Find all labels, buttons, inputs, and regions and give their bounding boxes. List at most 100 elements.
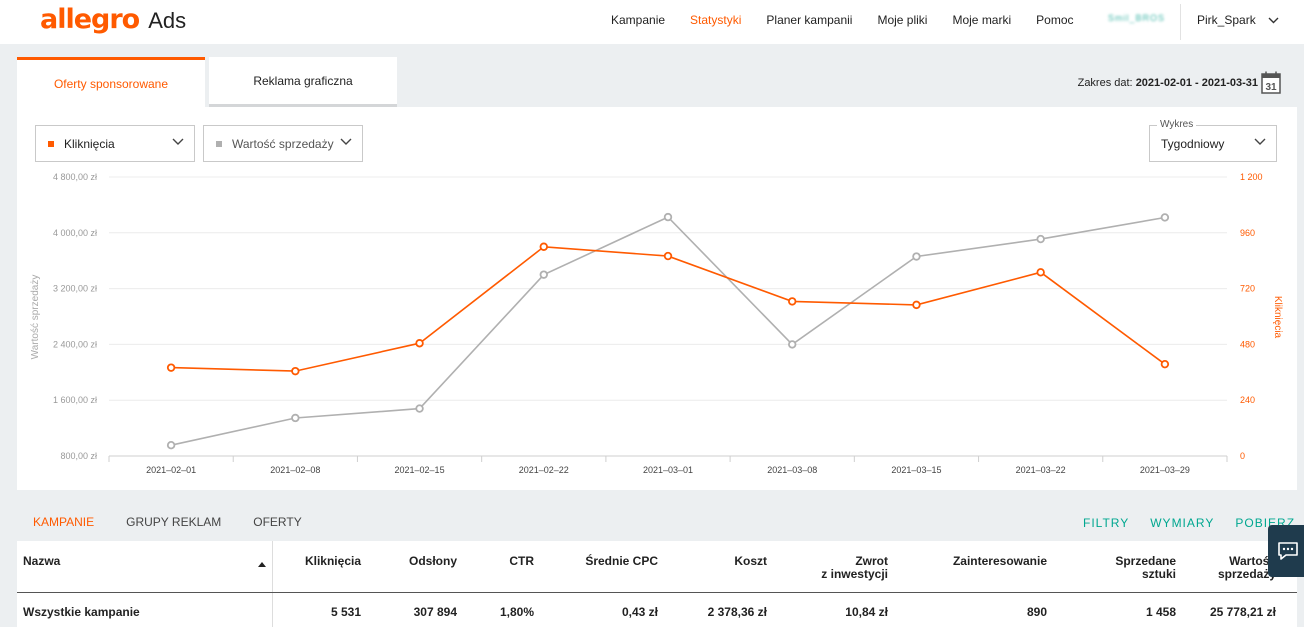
sort-ascending-icon[interactable]	[258, 562, 266, 567]
data-point-clicks[interactable]	[1160, 359, 1170, 369]
row-name: Wszystkie kampanie	[23, 605, 140, 619]
nav-item-moje-pliki[interactable]: Moje pliki	[877, 13, 928, 27]
data-point-sales-value[interactable]	[415, 404, 424, 413]
left-axis-tick-label: 2 400,00 zł	[53, 339, 97, 349]
row-roi: 10,84 zł	[845, 605, 888, 619]
right-axis-tick-label: 480	[1240, 339, 1255, 349]
data-point-sales-value[interactable]	[539, 270, 548, 279]
allegro-ads-logo[interactable]: allegro Ads	[40, 4, 186, 35]
metric-select-sales[interactable]: Wartość sprzedaży	[203, 125, 363, 162]
left-axis-tick-label: 4 000,00 zł	[53, 228, 97, 238]
main-nav: Kampanie Statystyki Planer kampanii Moje…	[611, 13, 1074, 27]
orange-square-icon	[48, 140, 54, 147]
column-header-avg-cpc[interactable]: Średnie CPC	[585, 554, 658, 568]
tab-reklama-graficzna[interactable]: Reklama graficzna	[209, 57, 397, 107]
table-header-separator	[17, 592, 1297, 593]
logo-brand-text: allegro	[40, 4, 140, 35]
x-axis-tick-label: 2021–02–01	[146, 465, 196, 475]
logo-product-text: Ads	[148, 8, 187, 33]
chart-period-select-value: Tygodniowy	[1161, 136, 1225, 151]
filters-button[interactable]: FILTRY	[1083, 516, 1130, 530]
chevron-down-icon	[172, 138, 184, 145]
tab-oferty[interactable]: OFERTY	[253, 515, 302, 529]
right-axis-title: Kliknięcia	[1272, 296, 1283, 339]
tab-kampanie[interactable]: KAMPANIE	[17, 509, 111, 543]
data-point-clicks[interactable]	[663, 251, 673, 261]
column-header-cost[interactable]: Koszt	[734, 554, 767, 568]
column-header-sales-value[interactable]: Wartość sprzedaży	[1218, 555, 1276, 581]
data-point-clicks[interactable]	[291, 366, 300, 376]
chat-widget-button[interactable]	[1268, 525, 1304, 577]
x-axis-tick-label: 2021–02–15	[395, 465, 445, 475]
data-point-sales-value[interactable]	[166, 440, 176, 450]
dimensions-button[interactable]: WYMIARY	[1150, 516, 1215, 530]
right-axis-tick-label: 960	[1240, 228, 1255, 238]
data-point-sales-value[interactable]	[1160, 213, 1170, 222]
left-axis-title: Wartość sprzedaży	[30, 275, 41, 360]
x-axis-tick-label: 2021–03–01	[643, 465, 693, 475]
data-point-clicks[interactable]	[1036, 268, 1045, 277]
chart-panel: Kliknięcia Wartość sprzedaży Wykres Tygo…	[17, 107, 1297, 490]
right-axis-tick-label: 1 200	[1240, 172, 1263, 182]
campaigns-table: Nazwa Kliknięcia Odsłony CTR Średnie CPC…	[17, 541, 1297, 627]
calendar-icon[interactable]: 31	[1261, 71, 1281, 94]
nav-item-moje-marki[interactable]: Moje marki	[952, 13, 1012, 27]
chevron-down-icon	[1268, 17, 1279, 23]
chart-period-select[interactable]: Wykres Tygodniowy	[1149, 119, 1277, 162]
series-line-sales-value	[170, 216, 1166, 446]
left-axis-tick-label: 1 600,00 zł	[53, 395, 97, 405]
chat-icon	[1278, 542, 1298, 560]
column-header-interest[interactable]: Zainteresowanie	[952, 554, 1047, 568]
column-header-ctr[interactable]: CTR	[509, 554, 534, 568]
x-axis-tick-label: 2021–03–22	[1016, 465, 1066, 475]
data-point-sales-value[interactable]	[912, 252, 921, 261]
statistics-line-chart: 4 800,00 zł 1 200 4 000,00 zł 960 3 200,00 z…	[30, 172, 1283, 475]
chevron-down-icon	[340, 138, 352, 145]
column-header-roi[interactable]: Zwrot z inwestycji	[821, 555, 888, 581]
data-point-clicks[interactable]	[166, 363, 176, 372]
nav-item-statystyki[interactable]: Statystyki	[690, 13, 742, 27]
metric-select-clicks[interactable]: Kliknięcia	[35, 125, 195, 162]
data-point-sales-value[interactable]	[788, 340, 797, 349]
column-divider	[272, 541, 273, 627]
row-sales-value: 25 778,21 zł	[1209, 605, 1276, 619]
column-header-name[interactable]: Nazwa	[23, 554, 61, 568]
data-point-clicks[interactable]	[415, 339, 424, 348]
date-range: Zakres dat: 2021-02-01 - 2021-03-31	[1078, 77, 1258, 89]
column-header-sold-units[interactable]: Sprzedane sztuki	[1115, 555, 1176, 581]
nav-item-planer-kampanii[interactable]: Planer kampanii	[766, 13, 853, 27]
column-header-impressions[interactable]: Odsłony	[408, 554, 457, 568]
row-sold-units: 1 458	[1145, 605, 1176, 619]
tab-grupy-reklam[interactable]: GRUPY REKLAM	[126, 515, 222, 529]
series-line-clicks	[171, 245, 1166, 372]
nav-divider	[1180, 4, 1181, 40]
data-point-clicks[interactable]	[912, 300, 921, 310]
tab-oferty-sponsorowane[interactable]: Oferty sponsorowane	[17, 57, 205, 107]
date-range-label: Zakres dat:	[1077, 77, 1133, 89]
column-header-roi-line2: z inwestycji	[821, 567, 888, 581]
nav-item-pomoc[interactable]: Pomoc	[1036, 13, 1074, 27]
column-header-sold-line1: Sprzedane	[1115, 554, 1176, 568]
data-point-sales-value[interactable]	[291, 413, 300, 423]
x-axis-tick-label: 2021–03–15	[891, 465, 941, 475]
table-actions: FILTRY WYMIARY POBIERZ	[1083, 516, 1295, 530]
data-point-sales-value[interactable]	[663, 212, 673, 222]
metric-select-clicks-label: Kliknięcia	[64, 136, 115, 151]
column-header-roi-line1: Zwrot	[855, 554, 888, 568]
user-menu[interactable]: Pirk_Spark	[1197, 13, 1279, 27]
row-cost: 2 378,36 zł	[707, 605, 767, 619]
account-badge: Smil_BROS	[1108, 13, 1166, 23]
row-clicks: 5 531	[330, 605, 361, 619]
column-header-clicks[interactable]: Kliknięcia	[304, 554, 361, 568]
column-header-sold-line2: sztuki	[1141, 567, 1176, 581]
column-header-value-line1: Wartość	[1229, 554, 1276, 568]
nav-item-kampanie[interactable]: Kampanie	[611, 13, 666, 27]
grey-square-icon	[216, 140, 222, 147]
data-point-clicks[interactable]	[788, 297, 797, 306]
data-point-sales-value[interactable]	[1036, 234, 1045, 244]
data-point-clicks[interactable]	[539, 242, 548, 251]
x-axis-tick-label: 2021–03–08	[767, 465, 817, 475]
x-axis-tick-label: 2021–02–22	[519, 465, 569, 475]
right-axis-tick-label: 240	[1240, 395, 1255, 405]
user-name: Pirk_Spark	[1197, 13, 1256, 27]
